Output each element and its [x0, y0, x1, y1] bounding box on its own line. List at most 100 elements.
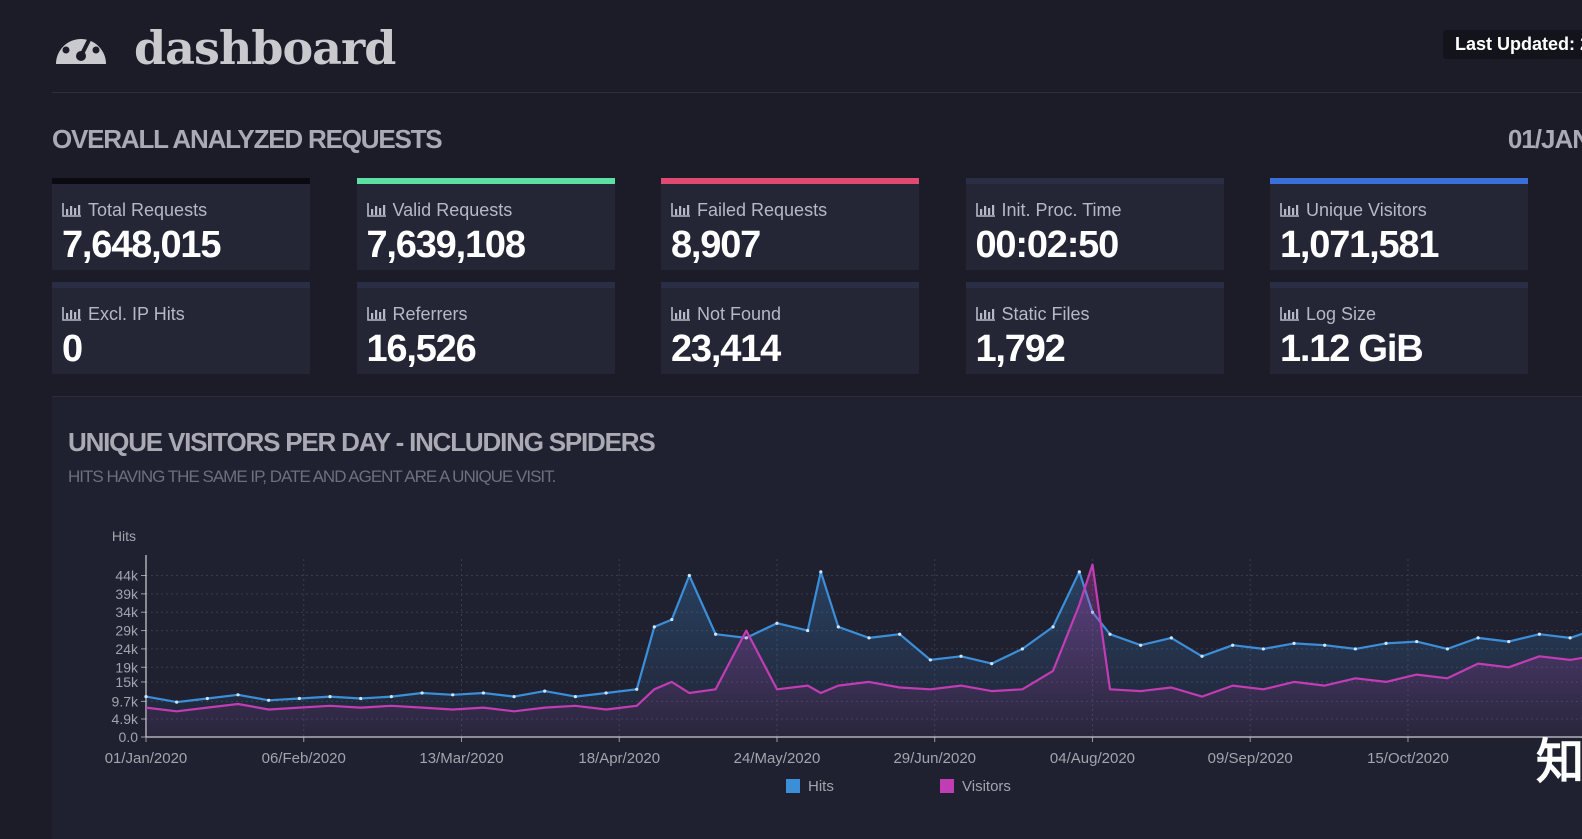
data-point[interactable]	[687, 573, 691, 578]
data-point[interactable]	[898, 632, 902, 636]
data-point[interactable]	[1568, 636, 1572, 640]
data-point[interactable]	[1323, 643, 1327, 647]
data-point[interactable]	[1139, 643, 1143, 647]
legend-swatch-hits	[786, 779, 800, 793]
bar-chart-icon	[366, 307, 386, 321]
data-point[interactable]	[1292, 641, 1296, 646]
data-point[interactable]	[867, 636, 871, 640]
metric-label: Not Found	[671, 304, 781, 325]
data-point[interactable]	[205, 696, 209, 701]
data-point[interactable]	[420, 691, 424, 695]
x-tick-label: 06/Feb/2020	[262, 750, 346, 767]
data-point[interactable]	[652, 625, 656, 629]
data-point[interactable]	[819, 570, 823, 574]
metric-card[interactable]: Not Found 23,414	[661, 282, 919, 374]
data-point[interactable]	[635, 687, 639, 691]
data-point[interactable]	[990, 661, 994, 666]
bar-chart-icon	[62, 307, 81, 321]
date-range[interactable]: 01/JAN	[1507, 124, 1582, 154]
data-point[interactable]	[836, 625, 840, 629]
data-point[interactable]	[1077, 570, 1081, 574]
metric-label: Referrers	[366, 304, 468, 325]
metric-card[interactable]: Valid Requests 7,639,108	[356, 178, 615, 270]
data-point[interactable]	[1384, 641, 1388, 646]
data-point[interactable]	[451, 693, 455, 697]
metric-label-text: Total Requests	[88, 200, 208, 220]
data-point[interactable]	[928, 658, 932, 662]
data-point[interactable]	[512, 695, 516, 699]
data-point[interactable]	[1200, 654, 1204, 658]
data-point[interactable]	[1507, 639, 1511, 644]
data-point[interactable]	[236, 693, 240, 697]
metric-value: 0	[62, 328, 83, 370]
bar-chart-icon	[62, 203, 81, 217]
x-tick-label: 01/Jan/2020	[105, 750, 188, 767]
data-point[interactable]	[959, 654, 963, 658]
data-point[interactable]	[144, 695, 148, 699]
metric-label: Unique Visitors	[1280, 200, 1427, 221]
x-tick-label: 24/May/2020	[734, 750, 821, 767]
metric-label: Init. Proc. Time	[975, 200, 1122, 221]
metric-card[interactable]: Static Files 1,792	[965, 282, 1224, 374]
y-tick-label: 29k	[115, 623, 139, 639]
data-point[interactable]	[806, 628, 810, 633]
top-bar: dashboard Last Updated: 2	[52, 18, 1582, 93]
x-tick-label: 09/Sep/2020	[1208, 750, 1293, 767]
bar-chart-icon	[366, 203, 386, 217]
chart-subtitle: HITS HAVING THE SAME IP, DATE AND AGENT …	[68, 467, 556, 486]
x-tick-label: 29/Jun/2020	[893, 750, 976, 767]
metric-label-text: Log Size	[1306, 304, 1377, 324]
metric-card[interactable]: Init. Proc. Time 00:02:50	[965, 178, 1224, 270]
metric-label: Total Requests	[62, 200, 207, 221]
legend-label-hits[interactable]: Hits	[808, 778, 834, 795]
last-updated: Last Updated: 2	[1442, 30, 1582, 59]
metric-label: Excl. IP Hits	[62, 304, 185, 325]
metric-card[interactable]: Excl. IP Hits 0	[52, 282, 310, 374]
series-line-visitors	[145, 563, 1582, 713]
metric-card[interactable]: Failed Requests 8,907	[661, 178, 919, 270]
bar-chart-icon	[975, 203, 995, 217]
speedometer-icon	[56, 28, 106, 64]
data-point[interactable]	[543, 689, 547, 693]
x-tick-label: 18/Apr/2020	[578, 750, 660, 767]
data-point[interactable]	[481, 691, 485, 695]
data-point[interactable]	[297, 696, 301, 701]
data-point[interactable]	[1537, 632, 1542, 636]
data-point[interactable]	[1020, 647, 1024, 651]
data-point[interactable]	[359, 696, 363, 701]
bar-chart-icon	[1280, 203, 1299, 217]
overlay-glyph: 知	[1536, 736, 1582, 789]
metric-card[interactable]: Unique Visitors 1,071,581	[1270, 178, 1528, 270]
data-point[interactable]	[175, 700, 179, 704]
data-point[interactable]	[714, 632, 718, 636]
series-line-hits	[145, 570, 1582, 704]
data-point[interactable]	[670, 617, 674, 622]
metric-card[interactable]: Log Size 1.12 GiB	[1270, 282, 1528, 374]
bar-chart-icon	[975, 307, 995, 321]
metric-label: Valid Requests	[366, 200, 512, 221]
legend-label-visitors[interactable]: Visitors	[962, 778, 1011, 795]
data-point[interactable]	[1108, 632, 1112, 636]
data-point[interactable]	[1231, 643, 1235, 647]
metric-label-text: Referrers	[392, 304, 468, 324]
data-point[interactable]	[267, 698, 271, 702]
y-tick-label: 15k	[115, 674, 139, 690]
data-point[interactable]	[328, 695, 332, 699]
metric-card[interactable]: Total Requests 7,648,015	[52, 178, 310, 270]
x-tick-label: 15/Oct/2020	[1367, 750, 1449, 767]
data-point[interactable]	[1476, 636, 1480, 640]
y-tick-label: 9.7k	[112, 693, 139, 709]
data-point[interactable]	[1415, 639, 1419, 644]
data-point[interactable]	[1051, 625, 1055, 629]
data-point[interactable]	[1445, 647, 1449, 651]
metric-card[interactable]: Referrers 16,526	[356, 282, 615, 374]
data-point[interactable]	[1353, 647, 1357, 651]
data-point[interactable]	[1169, 636, 1173, 640]
data-point[interactable]	[389, 695, 393, 699]
data-point[interactable]	[1261, 647, 1265, 651]
data-point[interactable]	[775, 621, 779, 625]
data-point[interactable]	[604, 691, 608, 695]
data-point[interactable]	[573, 695, 578, 699]
x-tick-label: 04/Aug/2020	[1050, 750, 1135, 767]
